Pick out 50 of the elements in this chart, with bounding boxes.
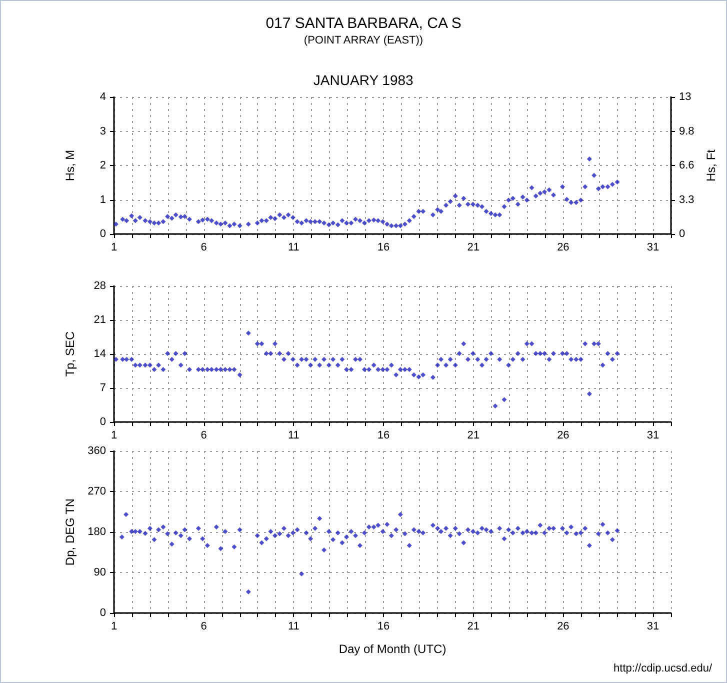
y-axis-title: Hs, M <box>63 150 77 182</box>
y2-tick-label: 9.8 <box>679 125 694 138</box>
x-tick-label: 16 <box>377 430 390 442</box>
y-tick-label: 14 <box>94 348 106 360</box>
x-tick-label: 1 <box>110 242 118 254</box>
y-tick-label: 0 <box>100 607 106 619</box>
x-tick-label: 1 <box>110 620 118 632</box>
x-tick-label: 31 <box>646 242 660 254</box>
x-tick-label: 6 <box>200 242 207 254</box>
x-tick-label: 26 <box>557 620 570 632</box>
chart-title: 017 SANTA BARBARA, CA S <box>266 15 462 32</box>
y2-tick-label: 0 <box>679 228 686 240</box>
y-axis-title: Tp, SEC <box>63 331 77 377</box>
y-tick-label: 270 <box>88 486 106 498</box>
y-tick-label: 0 <box>100 228 106 240</box>
x-tick-label: 21 <box>467 242 480 254</box>
x-tick-label: 16 <box>377 242 390 254</box>
y-tick-label: 4 <box>100 91 106 103</box>
x-tick-label: 26 <box>557 242 570 254</box>
y-axis-title: Dp, DEG TN <box>63 498 77 566</box>
x-tick-label: 6 <box>200 430 207 442</box>
x-tick-label: 16 <box>377 620 390 632</box>
x-tick-label: 1 <box>110 430 118 442</box>
y-tick-label: 21 <box>94 314 106 326</box>
x-tick-label: 11 <box>288 430 300 442</box>
y2-tick-label: 13 <box>679 91 692 103</box>
x-tick-label: 26 <box>557 430 570 442</box>
y-tick-label: 7 <box>100 382 106 394</box>
x-tick-label: 11 <box>288 620 300 632</box>
y-tick-label: 1 <box>100 194 106 206</box>
x-tick-label: 21 <box>467 430 480 442</box>
y-tick-label: 3 <box>100 125 106 138</box>
y-tick-label: 180 <box>88 526 106 538</box>
text: http://cdip.ucsd.edu/ <box>614 662 713 674</box>
y2-tick-label: 3.3 <box>679 194 694 206</box>
x-tick-label: 11 <box>288 242 300 254</box>
x-tick-label: 31 <box>646 430 660 442</box>
y-tick-label: 2 <box>100 160 106 172</box>
y-tick-label: 0 <box>100 416 106 428</box>
y2-axis-title: Hs, Ft <box>704 148 718 182</box>
x-tick-label: 31 <box>646 620 660 632</box>
y-tick-label: 90 <box>94 566 106 578</box>
x-tick-label: 6 <box>200 620 207 632</box>
text: JANUARY 1983 <box>313 72 414 88</box>
y2-tick-label: 6.6 <box>679 160 694 172</box>
x-axis-title: Day of Month (UTC) <box>338 642 446 656</box>
chart-subtitle: (POINT ARRAY (EAST)) <box>304 34 424 46</box>
y-tick-label: 28 <box>94 280 106 292</box>
x-tick-label: 21 <box>467 620 480 632</box>
y-tick-label: 360 <box>88 445 106 457</box>
